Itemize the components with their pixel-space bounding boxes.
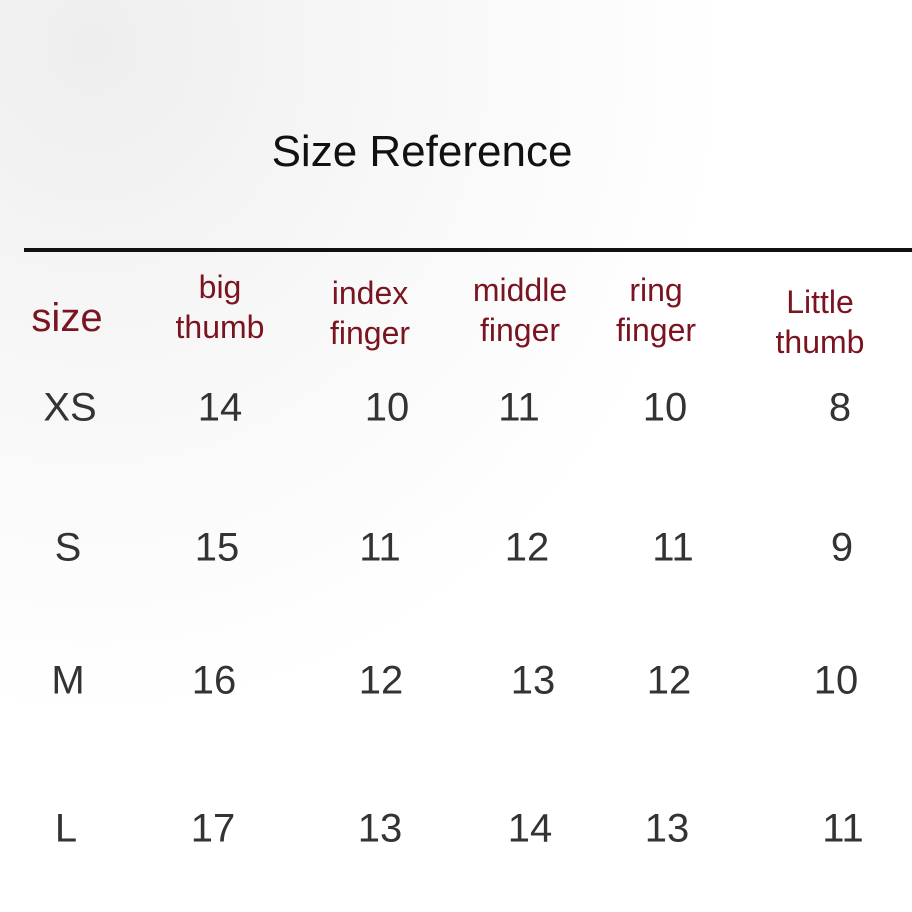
header-ring-finger: ring finger xyxy=(616,270,696,350)
header-line: ring xyxy=(629,272,683,308)
header-line: finger xyxy=(615,312,697,348)
size-label: L xyxy=(54,806,78,851)
table-cell: 17 xyxy=(190,806,236,851)
header-size: size xyxy=(31,296,103,340)
header-line: middle xyxy=(472,272,568,308)
table-cell: 12 xyxy=(358,658,404,703)
table-cell: 14 xyxy=(197,385,243,430)
table-cell: 11 xyxy=(359,525,401,570)
size-label: M xyxy=(51,658,85,703)
table-cell: 15 xyxy=(194,525,240,570)
header-line: finger xyxy=(479,312,561,348)
header-index-finger: index finger xyxy=(330,273,410,353)
table-cell: 11 xyxy=(652,525,694,570)
table-cell: 13 xyxy=(357,806,403,851)
header-line: finger xyxy=(329,315,411,351)
table-cell: 14 xyxy=(507,806,553,851)
size-label: XS xyxy=(43,385,97,430)
table-cell: 9 xyxy=(830,525,854,570)
header-line: thumb xyxy=(175,309,265,345)
header-line: thumb xyxy=(775,324,865,360)
header-big-thumb: big thumb xyxy=(176,267,265,347)
table-cell: 16 xyxy=(191,658,237,703)
size-label: S xyxy=(54,525,82,570)
header-line: index xyxy=(331,275,409,311)
table-cell: 10 xyxy=(642,385,688,430)
header-line: Little xyxy=(786,284,854,320)
table-cell: 11 xyxy=(498,385,540,430)
table-cell: 10 xyxy=(813,658,859,703)
table-cell: 13 xyxy=(644,806,690,851)
table-cell: 8 xyxy=(828,385,852,430)
table-cell: 12 xyxy=(504,525,550,570)
header-line: big xyxy=(198,269,242,305)
header-little-thumb: Little thumb xyxy=(776,282,865,362)
header-divider xyxy=(24,248,912,252)
page-title: Size Reference xyxy=(271,127,573,176)
header-middle-finger: middle finger xyxy=(473,270,567,350)
table-cell: 11 xyxy=(822,806,864,851)
table-cell: 13 xyxy=(510,658,556,703)
table-cell: 10 xyxy=(364,385,410,430)
table-cell: 12 xyxy=(646,658,692,703)
